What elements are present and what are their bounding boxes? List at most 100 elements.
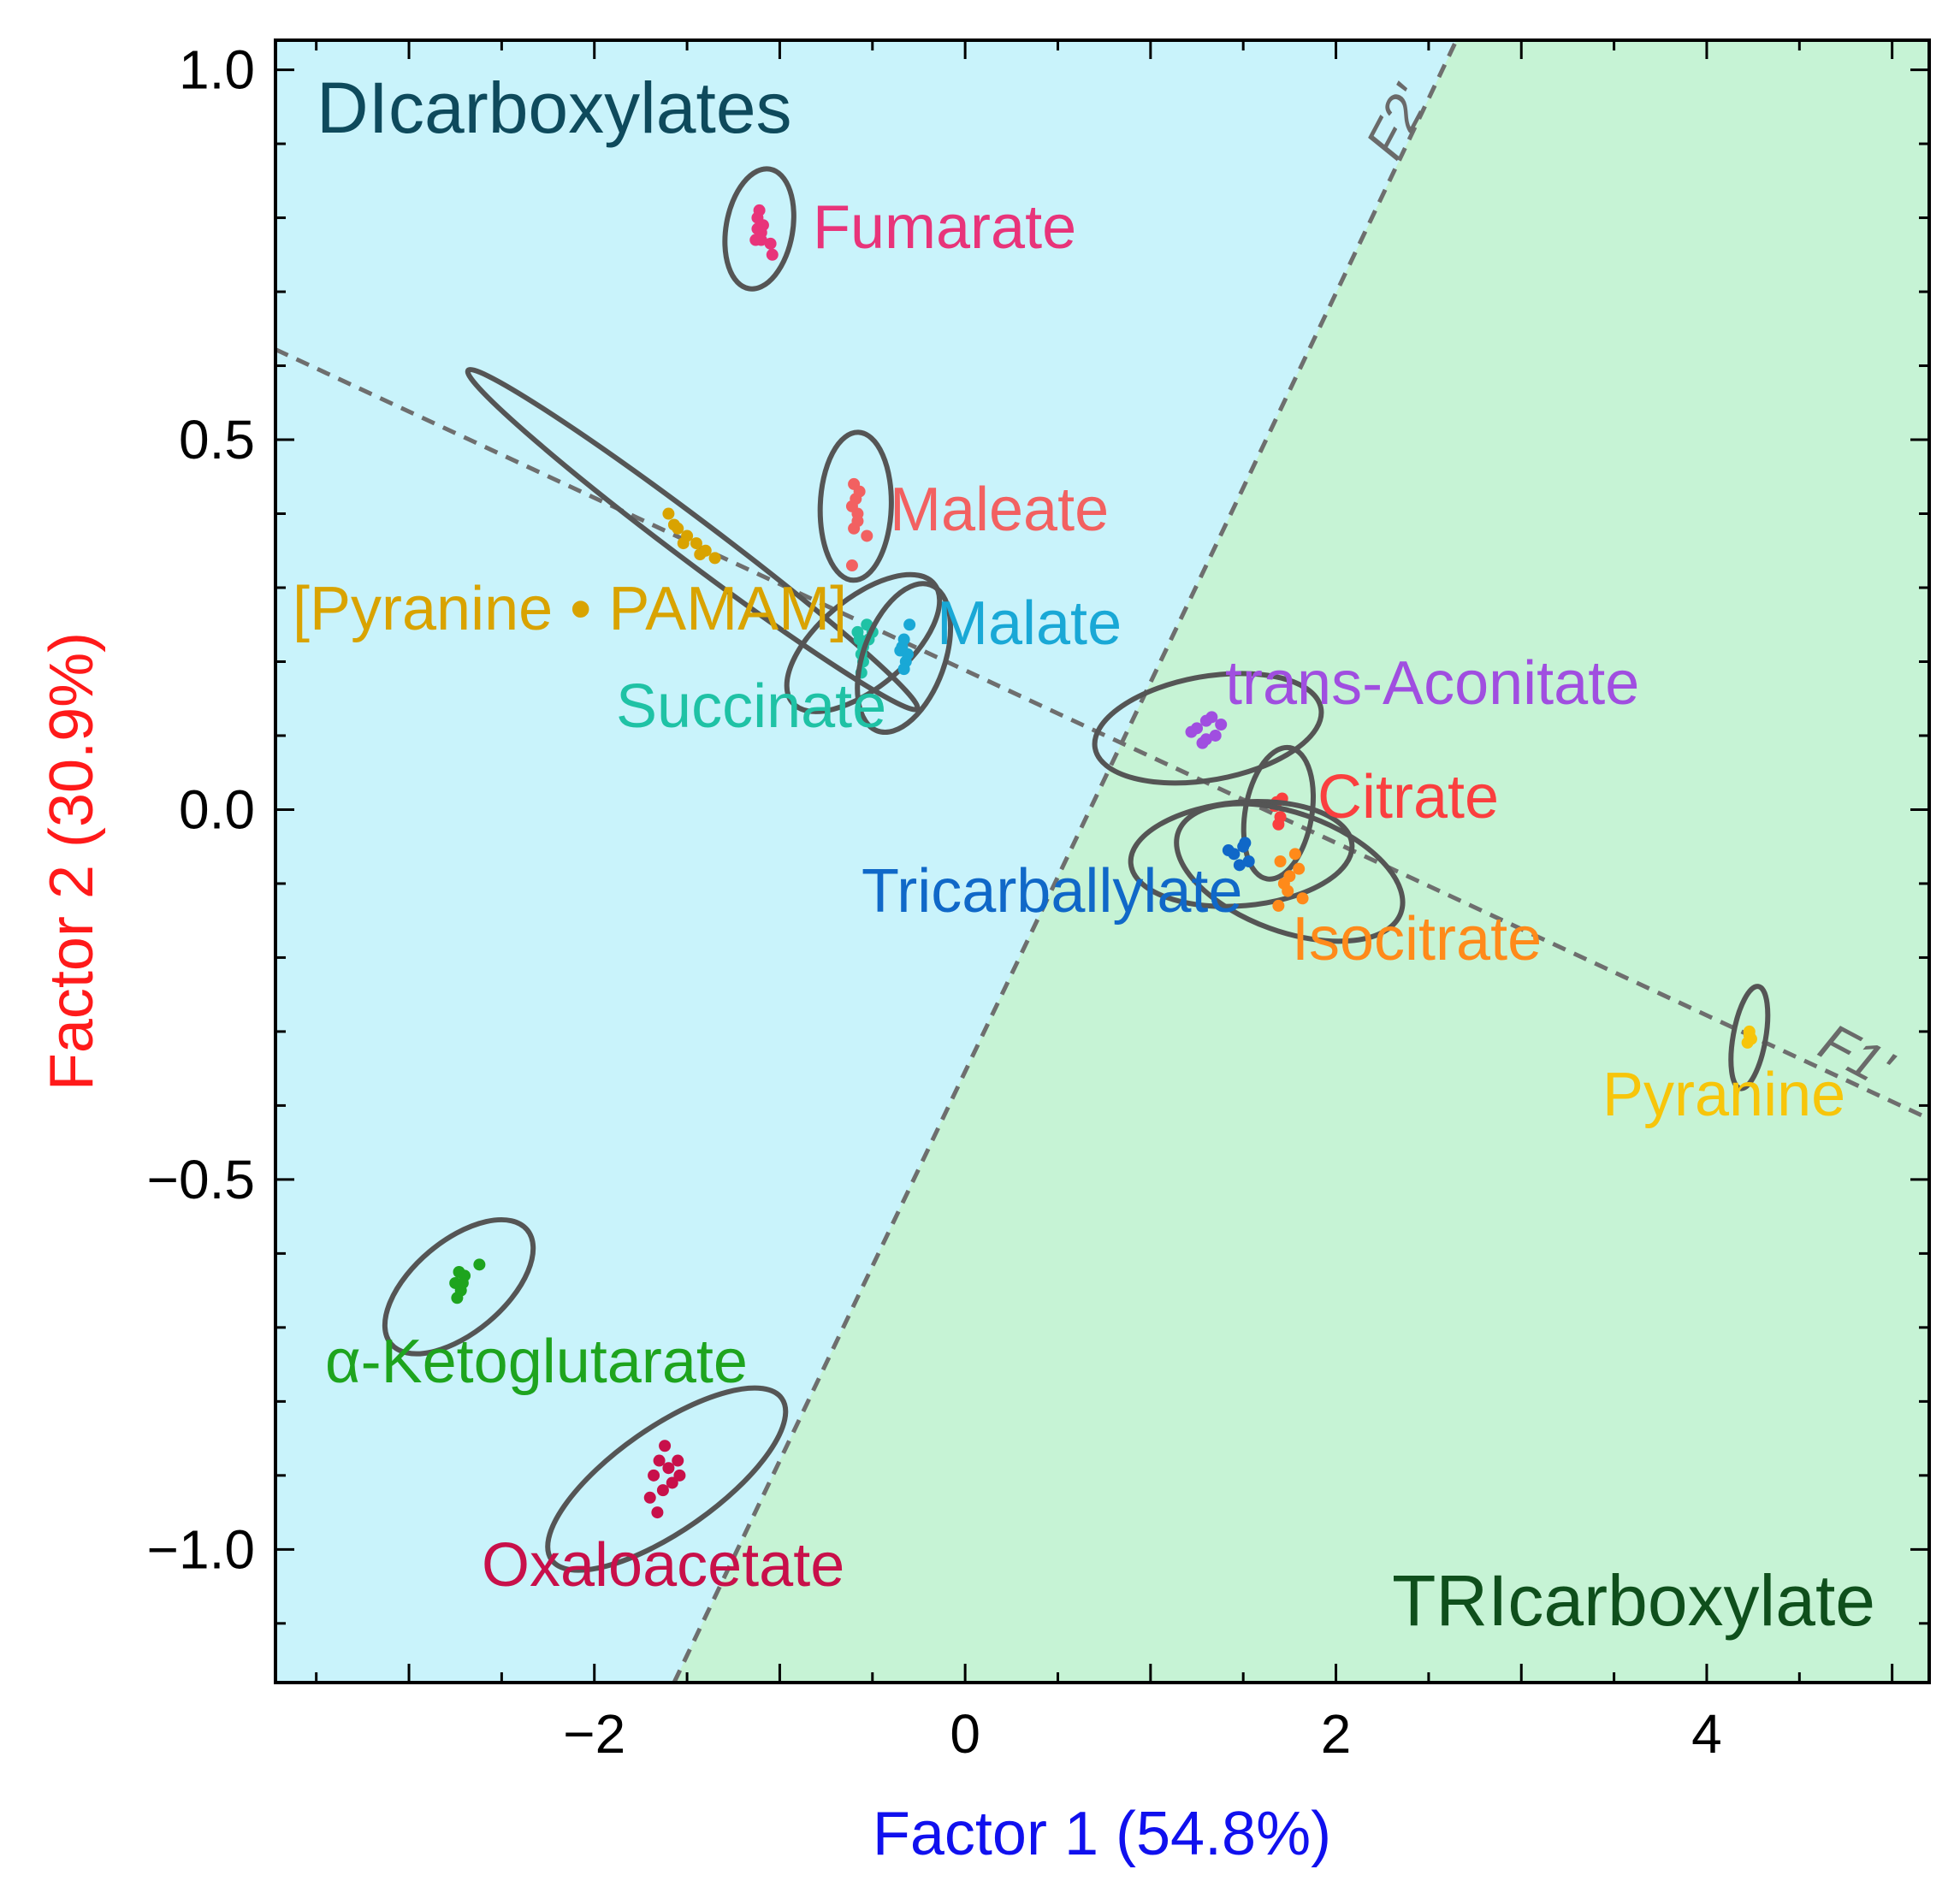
isocitrate-label: Isocitrate xyxy=(1292,905,1542,973)
data-point xyxy=(1242,855,1255,867)
data-point xyxy=(667,518,680,531)
data-point xyxy=(643,1491,656,1504)
oxaloacetate-label: Oxaloacetate xyxy=(482,1531,844,1600)
series-layer xyxy=(382,166,1771,1573)
data-point xyxy=(1205,711,1218,724)
data-point xyxy=(708,552,721,565)
data-point xyxy=(751,222,764,235)
data-point xyxy=(659,1440,672,1452)
y-tick-label: −1.0 xyxy=(147,1518,255,1580)
series-trans-aconitate xyxy=(1092,671,1324,786)
data-point xyxy=(1222,844,1235,857)
succinate-label: Succinate xyxy=(616,672,886,741)
x-tick-label: 0 xyxy=(950,1703,980,1765)
dicarboxylates-label: DIcarboxylates xyxy=(317,68,792,148)
data-point xyxy=(1743,1029,1756,1042)
data-point xyxy=(1293,862,1306,875)
data-point xyxy=(1296,892,1309,905)
data-point xyxy=(1199,733,1212,746)
pyranine-label: Pyranine xyxy=(1602,1061,1845,1129)
series-oxaloacetate xyxy=(545,1385,789,1573)
series-fumarate xyxy=(722,166,796,292)
data-point xyxy=(851,515,864,528)
data-point xyxy=(1272,818,1285,831)
data-point xyxy=(845,500,858,512)
data-point xyxy=(764,237,777,250)
confidence-ellipse xyxy=(817,429,894,583)
series-pyranine xyxy=(1728,984,1771,1091)
series-pyranine-pamam xyxy=(465,367,921,713)
tricarboxylate-label: TRIcarboxylate xyxy=(1392,1560,1875,1641)
y-tick-label: 1.0 xyxy=(179,39,255,101)
x-tick-label: 2 xyxy=(1321,1703,1352,1765)
axis-ticks: −2 0 2 4 −1.0 −0.5 0.0 0.5 1.0 xyxy=(147,39,1929,1765)
data-point xyxy=(653,1454,666,1467)
confidence-ellipse xyxy=(382,1216,536,1357)
data-point xyxy=(656,1484,669,1497)
x-tick-label: 4 xyxy=(1691,1703,1722,1765)
data-point xyxy=(1209,729,1222,742)
data-point xyxy=(766,248,779,261)
confidence-ellipse xyxy=(1174,801,1406,944)
series-maleate xyxy=(817,429,894,583)
data-point xyxy=(648,1469,660,1482)
data-point xyxy=(853,485,866,498)
data-point xyxy=(897,633,910,646)
data-point xyxy=(456,1276,469,1289)
tricarballylate-label: Tricarballylate xyxy=(862,857,1242,926)
data-point xyxy=(694,548,707,561)
confidence-ellipse xyxy=(465,367,921,713)
y-tick-label: 0.5 xyxy=(179,409,255,470)
data-point xyxy=(755,234,767,246)
data-point xyxy=(1272,899,1285,912)
data-point xyxy=(897,663,910,676)
data-point xyxy=(1274,855,1287,867)
data-point xyxy=(672,1454,684,1467)
maleate-label: Maleate xyxy=(890,476,1109,544)
data-point xyxy=(666,1476,678,1489)
x-tick-label: −2 xyxy=(563,1703,625,1765)
data-point xyxy=(677,537,690,550)
dicarboxylates-region xyxy=(275,40,1457,1683)
data-point xyxy=(662,1462,675,1475)
y-tick-label: 0.0 xyxy=(179,778,255,840)
citrate-label: Citrate xyxy=(1318,763,1499,831)
series-ketoglutarate xyxy=(382,1216,536,1357)
malate-label: Malate xyxy=(937,589,1122,658)
f1-prime-dashed-line xyxy=(275,347,1929,1121)
plot-frame xyxy=(274,38,1931,1684)
data-point xyxy=(690,537,702,550)
data-point xyxy=(662,507,675,520)
x-axis-title: Factor 1 (54.8%) xyxy=(873,1800,1331,1868)
ketoglutarate-label: α-Ketoglutarate xyxy=(325,1328,748,1396)
series-malate xyxy=(855,581,954,736)
data-point xyxy=(1185,725,1198,738)
data-point xyxy=(453,1266,465,1278)
fumarate-label: Fumarate xyxy=(813,193,1076,262)
data-point xyxy=(673,1469,686,1482)
data-point xyxy=(1239,837,1252,849)
trans-aconitate-label: trans-Aconitate xyxy=(1225,649,1639,718)
y-axis-title: Factor 2 (30.9%) xyxy=(38,632,106,1091)
data-point xyxy=(861,529,873,542)
pyranine-pamam-label: [Pyranine • PAMAM] xyxy=(293,575,847,643)
data-point xyxy=(1288,848,1301,861)
confidence-ellipse xyxy=(1092,671,1324,786)
data-point xyxy=(1233,859,1246,872)
plot-area xyxy=(275,40,1929,1683)
data-point xyxy=(753,204,766,216)
confidence-ellipse xyxy=(1728,984,1771,1091)
data-point xyxy=(845,559,858,572)
data-point xyxy=(451,1292,464,1304)
data-point xyxy=(1215,719,1228,731)
y-tick-label: −0.5 xyxy=(147,1149,255,1210)
confidence-ellipse xyxy=(545,1385,789,1573)
data-point xyxy=(903,618,916,631)
data-point xyxy=(853,633,866,646)
data-point xyxy=(651,1506,664,1519)
data-point xyxy=(894,644,907,657)
series-isocitrate xyxy=(1174,801,1406,944)
confidence-ellipse xyxy=(722,166,796,292)
data-point xyxy=(1282,884,1294,897)
